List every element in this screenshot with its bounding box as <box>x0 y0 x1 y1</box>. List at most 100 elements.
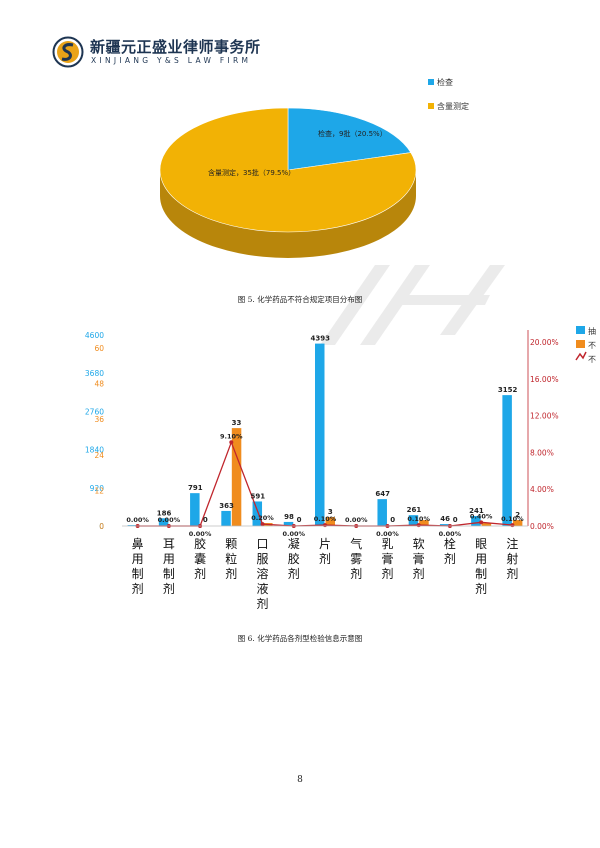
rate-point <box>229 440 234 445</box>
category-label: 用 <box>475 552 487 566</box>
figure5-caption: 图 5. 化学药品不符合规定项目分布图 <box>237 295 363 304</box>
bar-sampled <box>221 510 231 526</box>
category-label: 软 <box>413 537 425 551</box>
failed-value-label: 0 <box>297 516 302 524</box>
bar-failed <box>325 517 335 526</box>
category-label: 制 <box>475 567 487 581</box>
category-label: 膏 <box>381 551 393 566</box>
left-axis-tick-failed: 12 <box>94 486 104 495</box>
left-axis-tick-failed: 60 <box>94 344 104 353</box>
category-label: 片 <box>319 537 331 551</box>
left-axis-tick-sampled: 920 <box>90 484 105 493</box>
bar-sampled <box>252 501 263 526</box>
category-label: 剂 <box>163 581 175 596</box>
right-axis-tick: 16.00% <box>530 375 559 384</box>
category-label: 颗 <box>225 537 237 551</box>
failed-value-label: 2 <box>515 511 520 519</box>
category-label: 剂 <box>413 566 425 581</box>
rate-value-label: 0.10% <box>501 515 524 523</box>
watermark-logo <box>320 265 505 345</box>
category-label: 剂 <box>475 581 487 596</box>
right-axis-tick: 20.00% <box>530 338 559 347</box>
category-label: 乳 <box>381 537 393 551</box>
category-label: 制 <box>132 567 144 581</box>
right-axis-tick: 8.00% <box>530 448 554 457</box>
left-axis-tick-sampled: 3680 <box>85 369 104 378</box>
category-label: 鼻 <box>132 536 144 551</box>
legend-label-content: 含量测定 <box>437 101 469 111</box>
bar-sampled <box>439 524 450 526</box>
category-label: 栓 <box>444 536 456 551</box>
rate-value-label: 0.00% <box>345 516 368 524</box>
rate-value-label: 0.00% <box>376 530 399 538</box>
bar-sampled <box>471 515 481 526</box>
rate-point <box>510 523 515 528</box>
rate-point <box>479 520 484 525</box>
category-label: 剂 <box>132 581 144 596</box>
legend-icon-rate <box>575 351 587 361</box>
rate-point <box>416 523 421 528</box>
failed-value-label: 33 <box>232 419 242 427</box>
sampled-value-label: 591 <box>250 492 265 500</box>
sampled-value-label: 46 <box>440 515 450 523</box>
category-label: 剂 <box>350 566 362 581</box>
category-label: 胶 <box>194 536 206 551</box>
left-axis-tick-sampled: 2760 <box>85 407 104 416</box>
left-axis-tick-sampled: 1840 <box>85 446 104 455</box>
right-axis-tick: 12.00% <box>530 412 559 421</box>
legend-swatch-content <box>428 103 434 109</box>
left-axis-tick-failed: 24 <box>94 451 104 460</box>
bar-failed <box>419 520 429 526</box>
category-label: 口 <box>257 537 269 551</box>
rate-value-label: 0.10% <box>407 515 430 523</box>
category-label: 剂 <box>225 566 237 581</box>
rate-value-label: 0.00% <box>158 516 181 524</box>
legend-label-sampled: 抽 <box>588 326 596 336</box>
sampled-value-label: 4393 <box>311 335 331 343</box>
category-label: 膏 <box>413 551 425 566</box>
pie-slice-0 <box>287 107 412 171</box>
left-axis-tick-sampled: 4600 <box>85 331 104 340</box>
legend-label-failed: 不 <box>588 341 596 350</box>
slice-label-content: 含量测定，35批（79.5%） <box>208 168 295 177</box>
rate-point <box>260 522 265 527</box>
bar-sampled <box>408 515 419 526</box>
legend-icon-failed <box>576 340 585 348</box>
left-axis-tick-failed: 48 <box>94 380 104 389</box>
legend-label-rate: 不 <box>588 355 596 364</box>
left-axis-tick-sampled: 0 <box>99 522 104 531</box>
category-label: 服 <box>257 552 269 566</box>
category-label: 制 <box>163 567 175 581</box>
legend-label-inspection: 检查 <box>437 77 453 87</box>
firm-name: 新疆元正盛业律师事务所 <box>90 38 261 56</box>
category-label: 剂 <box>194 566 206 581</box>
category-label: 剂 <box>319 551 331 566</box>
firm-name-en: XINJIANG Y&S LAW FIRM <box>91 56 252 65</box>
rate-value-label: 0.00% <box>282 530 305 538</box>
category-label: 用 <box>132 552 144 566</box>
category-label: 耳 <box>163 537 175 551</box>
failed-value-label: 0 <box>453 516 458 524</box>
left-axis-tick-failed: 0 <box>99 522 104 531</box>
bar-sampled <box>190 493 200 526</box>
category-label: 气 <box>350 536 362 551</box>
category-label: 囊 <box>194 551 206 566</box>
sampled-value-label: 647 <box>375 490 390 498</box>
category-label: 用 <box>163 552 175 566</box>
sampled-value-label: 3152 <box>498 386 518 394</box>
bar-failed <box>512 520 523 526</box>
bar-failed <box>481 523 492 526</box>
bar-sampled <box>502 395 512 526</box>
firm-header: 新疆元正盛业律师事务所 XINJIANG Y&S LAW FIRM <box>52 34 312 70</box>
firm-logo-icon <box>52 36 84 68</box>
figure6-caption: 图 6. 化学药品各剂型检验信息示意图 <box>237 634 363 643</box>
page-number: 8 <box>297 775 303 785</box>
failed-value-label: 0 <box>390 516 395 524</box>
category-label: 剂 <box>381 566 393 581</box>
category-label: 剂 <box>444 551 456 566</box>
category-label: 眼 <box>475 537 487 551</box>
category-label: 溶 <box>257 566 269 581</box>
rate-value-label: 0.10% <box>314 515 337 523</box>
failed-value-label: 3 <box>328 508 333 516</box>
bar-sampled <box>158 518 169 526</box>
